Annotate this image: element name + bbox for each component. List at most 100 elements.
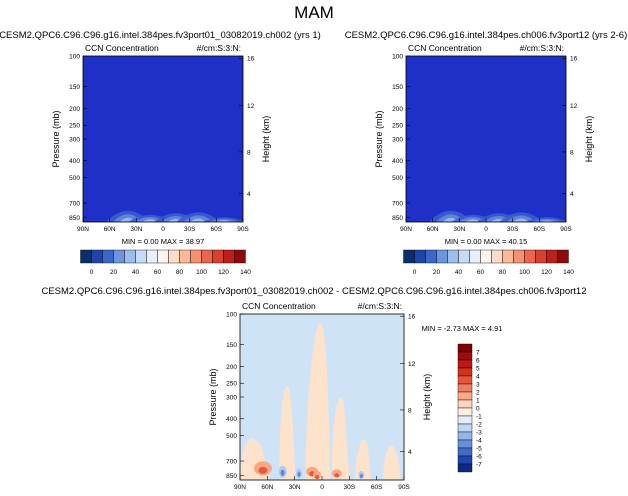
y-tick-label: 400: [392, 158, 403, 165]
x-tick-label: 60N: [261, 484, 273, 491]
panel-left-label: CCN Concentration: [408, 43, 482, 53]
y-axis-label: Pressure (mb): [374, 110, 384, 167]
y-right-tick-label: 4: [408, 449, 412, 456]
y-tick-label: 200: [69, 106, 80, 113]
colorbar-swatch: [457, 439, 473, 449]
colorbar-label: 100: [519, 269, 530, 276]
colorbar-label: 140: [563, 269, 574, 276]
x-tick-label: 0: [161, 226, 165, 233]
x-tick-label: 0: [484, 226, 488, 233]
colorbar-swatch: [457, 399, 473, 409]
colorbar-label: -5: [476, 446, 482, 453]
contour-positive-max: [258, 466, 268, 474]
colorbar-label: -7: [476, 462, 482, 469]
y-axis-label: Pressure (mb): [208, 368, 218, 425]
panel-title: CESM2.QPC6.C96.C96.g16.intel.384pes.ch00…: [345, 30, 628, 41]
y-right-tick-label: 4: [247, 191, 251, 198]
colorbar-swatch: [91, 249, 103, 264]
colorbar-label: -6: [476, 454, 482, 461]
colorbar-panel-1: 0 20 40 60 80 100 120 140: [80, 249, 251, 276]
colorbar-swatch: [457, 455, 473, 465]
x-tick-label: 30N: [289, 484, 301, 491]
x-tick-label: 30S: [344, 484, 356, 491]
y-tick-label: 250: [392, 123, 403, 130]
min-max-stats: MIN = -2.73 MAX = 4.91: [422, 324, 503, 333]
field-contours: [240, 322, 401, 480]
x-tick-label: 60S: [534, 226, 546, 233]
colorbar-label: 120: [541, 269, 552, 276]
y-right-tick-label: 8: [408, 407, 412, 414]
y-tick-label: 850: [392, 215, 403, 222]
y-tick-label: 700: [69, 201, 80, 208]
colorbar-swatch: [223, 249, 235, 264]
colorbar-swatch: [457, 431, 473, 441]
colorbar-swatch: [457, 359, 473, 369]
colorbar-swatch: [457, 447, 473, 457]
colorbar-swatch: [124, 249, 136, 264]
contour-negative-strong: [280, 469, 285, 476]
colorbar-swatch: [212, 249, 224, 264]
colorbar-label: 1: [476, 398, 480, 405]
panel-left-label: CCN Concentration: [242, 301, 316, 311]
colorbar-swatch: [457, 383, 473, 393]
min-max-stats: MIN = 0.00 MAX = 40.15: [445, 237, 528, 246]
panel-title: CESM2.QPC6.C96.C96.g16.intel.384pes.fv3p…: [0, 30, 321, 41]
y-right-axis-label: Height (km): [584, 116, 594, 163]
colorbar-label: 20: [433, 269, 441, 276]
y-tick-label: 500: [226, 433, 237, 440]
panel-3: CESM2.QPC6.C96.C96.g16.intel.384pes.fv3p…: [41, 286, 586, 491]
colorbar-swatch: [201, 249, 213, 264]
colorbar-swatch: [457, 415, 473, 425]
colorbar-swatch: [457, 423, 473, 433]
colorbar-label: -3: [476, 430, 482, 437]
colorbar-label: 120: [218, 269, 229, 276]
contour-negative-strong: [297, 471, 301, 477]
contour-high: [142, 219, 159, 222]
y-tick-label: 500: [392, 175, 403, 182]
colorbar-label: -4: [476, 438, 482, 445]
colorbar-label: 7: [476, 350, 480, 357]
colorbar-swatch: [491, 249, 503, 264]
y-right-tick-label: 8: [570, 149, 574, 156]
colorbar-label: -2: [476, 422, 482, 429]
colorbar-swatch: [457, 463, 473, 473]
colorbar-swatch: [403, 249, 415, 264]
y-right-tick-label: 12: [408, 361, 416, 368]
colorbar-label: 60: [154, 269, 162, 276]
x-tick-label: 90N: [234, 484, 246, 491]
y-tick-label: 200: [392, 106, 403, 113]
x-tick-label: 90N: [400, 226, 412, 233]
y-tick-label: 300: [392, 137, 403, 144]
colorbar-swatch: [546, 249, 558, 264]
colorbar-swatch: [234, 249, 246, 264]
contour-high: [465, 219, 482, 222]
field-contours: [105, 210, 243, 222]
colorbar-swatch: [513, 249, 525, 264]
panel-left-label: CCN Concentration: [85, 43, 159, 53]
colorbar-swatch: [447, 249, 459, 264]
y-right-axis-label: Height (km): [261, 116, 271, 163]
y-tick-label: 700: [392, 201, 403, 208]
y-tick-label: 150: [69, 84, 80, 91]
colorbar-swatch: [135, 249, 147, 264]
y-tick-label: 850: [226, 473, 237, 480]
contour-negative-strong: [359, 474, 363, 479]
contour-high: [190, 218, 207, 222]
plot-area: [83, 56, 243, 222]
y-tick-label: 400: [69, 158, 80, 165]
colorbar-label: -1: [476, 414, 482, 421]
contour-positive: [382, 446, 401, 480]
contour-high: [215, 220, 232, 222]
colorbar-swatch: [480, 249, 492, 264]
x-tick-label: 90S: [560, 226, 572, 233]
colorbar-label: 0: [476, 406, 480, 413]
colorbar-swatch: [179, 249, 191, 264]
figure-title: MAM: [294, 3, 334, 22]
y-axis-label: Pressure (mb): [51, 110, 61, 167]
colorbar-swatch: [557, 249, 569, 264]
contour-positive: [279, 386, 296, 480]
colorbar-swatch: [535, 249, 547, 264]
x-tick-label: 0: [320, 484, 324, 491]
